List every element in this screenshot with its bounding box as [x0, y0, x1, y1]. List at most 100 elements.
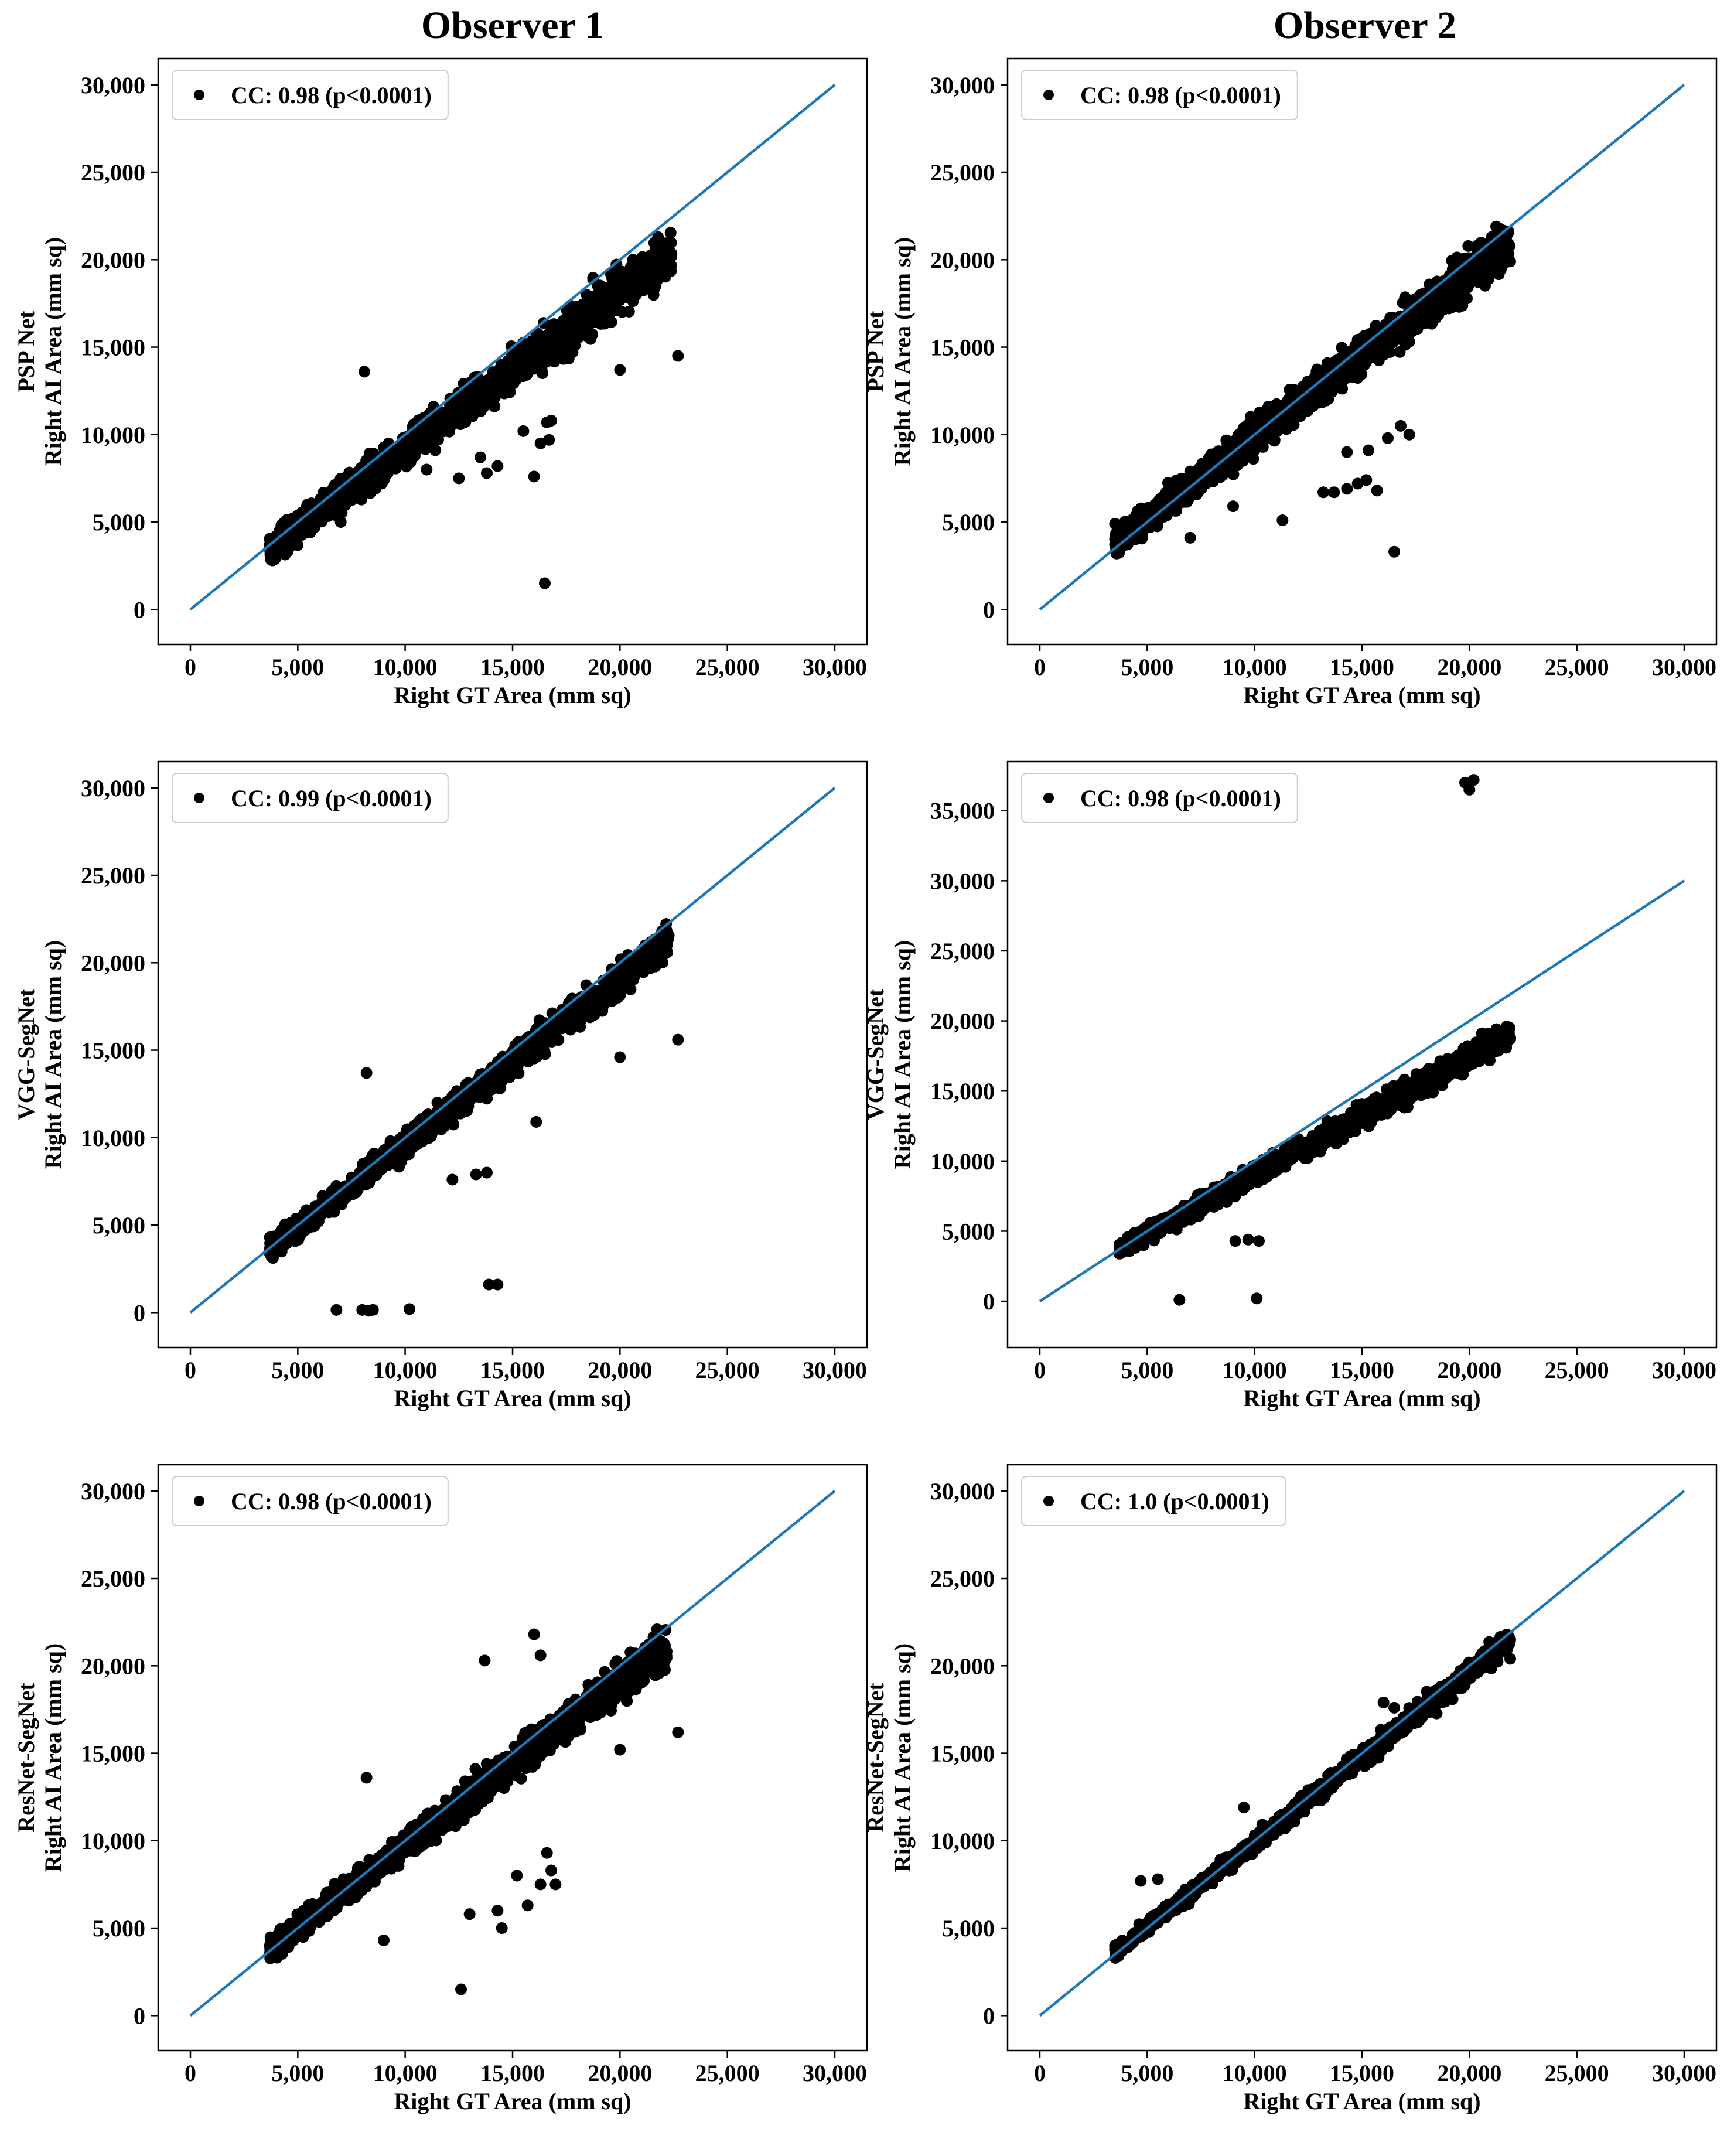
data-point — [659, 257, 671, 269]
y-tick-label: 0 — [134, 596, 145, 623]
data-point — [264, 1231, 276, 1243]
data-point — [1378, 349, 1390, 360]
data-point — [463, 397, 475, 408]
data-point — [1479, 280, 1491, 292]
data-point — [1388, 546, 1400, 558]
x-tick-label: 20,000 — [1437, 654, 1501, 680]
data-point — [394, 447, 405, 459]
x-tick-label: 25,000 — [695, 1357, 760, 1383]
data-point — [335, 516, 347, 528]
x-tick-label: 10,000 — [373, 1357, 438, 1383]
y-tick-label: 30,000 — [930, 868, 995, 894]
legend-marker — [1043, 90, 1054, 100]
legend: CC: 0.98 (p<0.0001) — [172, 70, 448, 120]
data-point — [1317, 486, 1329, 498]
data-point — [648, 289, 660, 301]
data-point — [582, 993, 594, 1005]
data-point — [491, 1279, 503, 1291]
y-axis-model-label: VGG-SegNet — [862, 988, 889, 1120]
data-point — [583, 328, 595, 339]
data-point — [665, 227, 677, 238]
y-tick-label: 25,000 — [81, 159, 145, 186]
data-point — [452, 408, 463, 420]
data-point — [525, 363, 537, 374]
y-tick-label: 25,000 — [81, 862, 145, 889]
data-point — [453, 472, 465, 484]
column-title-observer-2: Observer 2 — [1274, 4, 1456, 48]
y-tick-label: 10,000 — [930, 422, 995, 448]
data-point — [543, 434, 555, 446]
data-point — [440, 412, 452, 424]
data-point — [404, 1303, 415, 1315]
data-point — [623, 278, 634, 290]
y-tick-label: 20,000 — [930, 247, 995, 273]
x-tick-label: 15,000 — [1330, 1357, 1394, 1383]
data-point — [607, 271, 619, 283]
data-point — [611, 980, 623, 991]
y-tick-label: 10,000 — [930, 1148, 995, 1175]
y-tick-label: 20,000 — [81, 950, 145, 976]
data-point — [470, 1168, 482, 1180]
y-axis-model-label: PSP Net — [862, 311, 889, 393]
data-point — [361, 1067, 373, 1079]
data-point — [1321, 391, 1333, 403]
data-point — [672, 350, 684, 361]
data-point — [1341, 446, 1353, 458]
data-point — [594, 279, 606, 291]
x-tick-label: 15,000 — [480, 1357, 545, 1383]
x-tick-label: 0 — [1034, 1357, 1046, 1383]
x-tick-label: 0 — [185, 654, 196, 680]
data-point — [481, 467, 493, 479]
x-tick-label: 5,000 — [271, 654, 324, 680]
y-tick-label: 25,000 — [930, 159, 995, 186]
y-tick-label: 5,000 — [93, 509, 145, 535]
legend-text: CC: 0.98 (p<0.0001) — [231, 82, 432, 108]
data-point — [481, 1166, 493, 1178]
data-point — [545, 415, 557, 427]
data-point — [1476, 260, 1488, 272]
data-point — [1363, 445, 1374, 456]
data-points-group — [264, 227, 684, 589]
data-point — [547, 1026, 558, 1038]
data-point — [1404, 429, 1415, 441]
legend-marker — [194, 793, 204, 803]
data-point — [1463, 279, 1474, 291]
data-point — [576, 1008, 588, 1019]
data-point — [439, 1117, 450, 1128]
x-tick-label: 25,000 — [1545, 1357, 1609, 1383]
x-tick-label: 15,000 — [1330, 654, 1394, 680]
data-point — [1489, 264, 1501, 276]
data-point — [1170, 475, 1182, 487]
data-point — [500, 1062, 511, 1073]
identity-line — [190, 788, 835, 1313]
y-tick-label: 0 — [983, 596, 995, 623]
data-point — [1504, 255, 1516, 267]
data-point — [1496, 245, 1507, 257]
data-point — [348, 1188, 360, 1200]
data-point — [614, 1051, 626, 1063]
y-tick-label: 20,000 — [81, 247, 145, 273]
data-point — [330, 1304, 342, 1316]
data-point — [1341, 483, 1353, 494]
data-point — [1185, 532, 1196, 544]
data-point — [565, 1015, 577, 1027]
y-tick-label: 25,000 — [930, 938, 995, 964]
data-point — [334, 495, 346, 507]
data-point — [1407, 315, 1418, 326]
x-tick-label: 0 — [1034, 654, 1046, 680]
y-tick-label: 30,000 — [81, 72, 145, 98]
x-tick-label: 15,000 — [480, 654, 545, 680]
y-axis-model-label: PSP Net — [13, 311, 39, 393]
x-tick-label: 30,000 — [1652, 1357, 1716, 1383]
y-tick-label: 5,000 — [942, 509, 995, 535]
column-title-observer-1: Observer 1 — [421, 4, 604, 48]
x-axis-label: Right GT Area (mm sq) — [394, 1385, 631, 1411]
data-point — [1276, 514, 1288, 526]
y-tick-label: 15,000 — [81, 1038, 145, 1064]
data-point — [1365, 349, 1377, 360]
